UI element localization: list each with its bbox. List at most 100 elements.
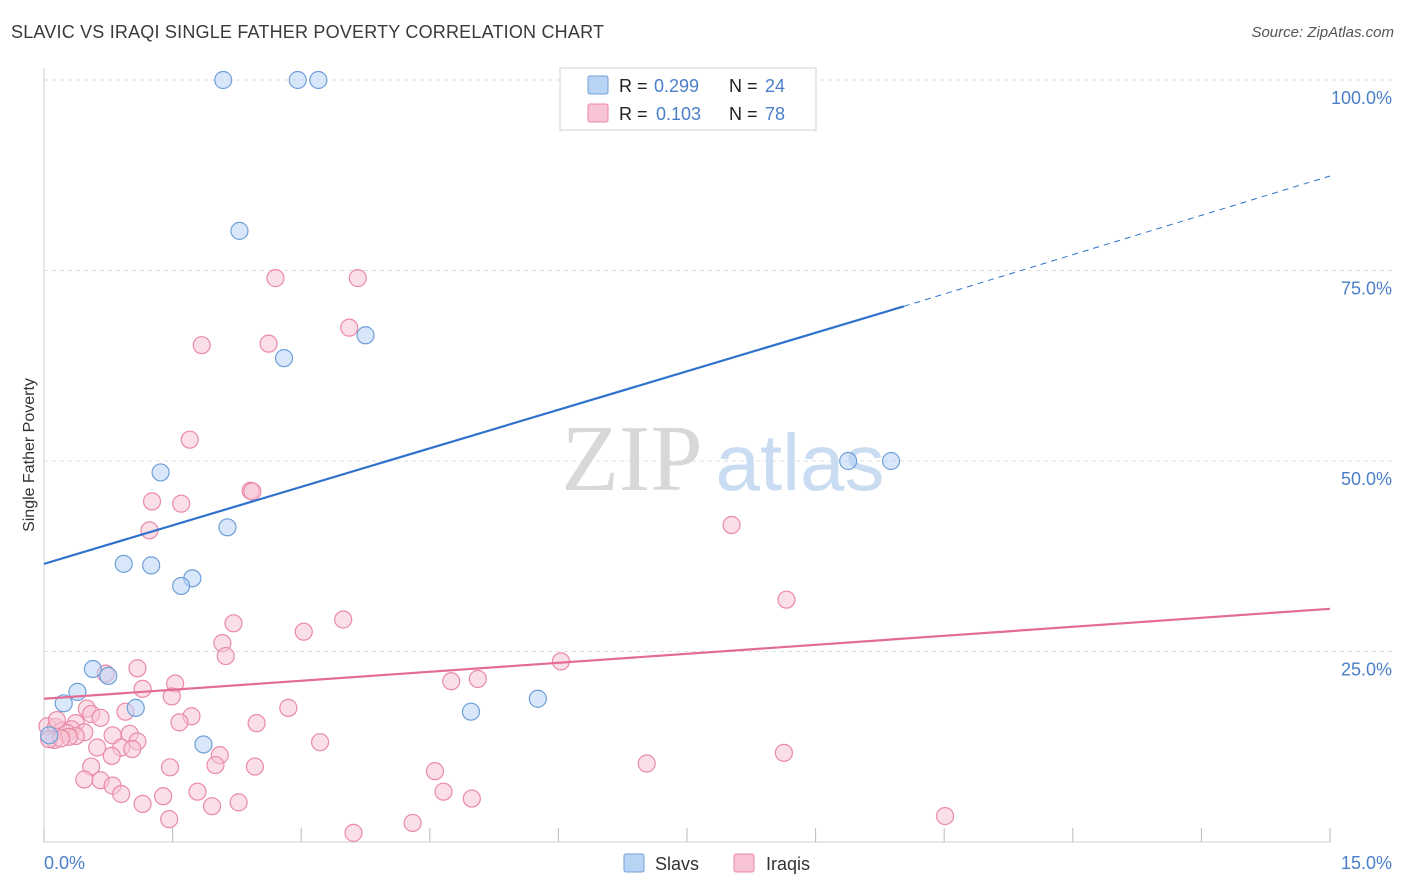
x-tick-label: 15.0% — [1341, 853, 1392, 873]
iraqis-point — [160, 810, 179, 829]
y-axis-label: Single Father Poverty — [21, 378, 38, 532]
source-label: Source: ZipAtlas.com — [1251, 24, 1394, 41]
iraqis-point — [123, 739, 142, 759]
slavs-point — [528, 689, 547, 708]
gridlines — [44, 79, 1392, 652]
iraqis-point — [160, 758, 180, 777]
slavs-point — [230, 221, 249, 240]
legend-label-iraqis: Iraqis — [766, 854, 810, 874]
iraqis-point — [777, 590, 796, 609]
iraqis-point — [170, 713, 189, 732]
slavs-point — [461, 702, 481, 721]
iraqis-point — [192, 336, 211, 355]
slavs-point — [309, 70, 328, 90]
slavs-point — [40, 726, 59, 745]
iraqis-point — [202, 797, 222, 816]
y-tick-labels: 25.0% 50.0% 75.0% 100.0% — [1331, 88, 1392, 680]
slavs-points — [40, 70, 901, 754]
iraqis-point — [206, 755, 225, 775]
iraqis-point — [310, 733, 330, 752]
iraqis-point — [245, 757, 265, 776]
iraqis-point — [294, 622, 313, 641]
slavs-trend-line — [43, 305, 905, 565]
iraqis-point — [224, 614, 243, 633]
slavs-point — [54, 694, 73, 713]
x-tick-labels: 0.0% 15.0% — [44, 853, 1392, 873]
iraqis-point — [462, 789, 481, 808]
iraqis-point — [102, 746, 121, 765]
iraqis-point — [243, 482, 262, 501]
y-tick-label: 100.0% — [1331, 88, 1392, 108]
stats-n-value-slavs: 24 — [765, 76, 785, 96]
watermark: ZIP atlas — [562, 407, 885, 511]
stats-n-label-iraqis: N = — [729, 104, 758, 124]
iraqis-point — [91, 708, 110, 727]
iraqis-point — [334, 610, 353, 629]
iraqis-point — [722, 515, 741, 535]
iraqis-point — [133, 794, 152, 814]
watermark-zip: ZIP — [562, 407, 703, 511]
stats-n-label-slavs: N = — [729, 76, 758, 96]
iraqis-point — [180, 430, 199, 449]
slavs-point — [142, 556, 161, 575]
stats-legend-swatch-slavs — [587, 75, 609, 95]
iraqis-point — [774, 743, 793, 762]
iraqis-point — [340, 318, 359, 337]
iraqis-point — [637, 754, 656, 773]
stats-r-label-iraqis: R = — [619, 104, 648, 124]
chart-title: SLAVIC VS IRAQI SINGLE FATHER POVERTY CO… — [11, 22, 605, 42]
iraqis-point — [266, 269, 285, 288]
stats-n-value-iraqis: 78 — [765, 104, 785, 124]
slavs-point — [126, 698, 145, 717]
iraqis-point — [279, 698, 298, 717]
legend-label-slavs: Slavs — [655, 854, 699, 874]
iraqis-point — [142, 492, 162, 511]
iraqis-point — [229, 793, 248, 812]
iraqis-point — [247, 714, 266, 733]
iraqis-point — [188, 782, 207, 801]
slavs-point — [99, 666, 118, 685]
iraqis-point — [133, 679, 152, 698]
iraqis-point — [468, 669, 487, 689]
slavs-point — [194, 735, 213, 754]
slavs-point — [839, 451, 858, 471]
stats-r-label-slavs: R = — [619, 76, 648, 96]
x-ticks — [43, 828, 1331, 842]
stats-r-value-slavs: 0.299 — [654, 76, 699, 96]
iraqis-point — [442, 672, 461, 691]
bottom-legend: Slavs Iraqis — [623, 853, 810, 874]
iraqis-point — [216, 646, 235, 666]
slavs-point — [214, 70, 233, 90]
slavs-point — [274, 349, 294, 368]
y-tick-label: 75.0% — [1341, 279, 1392, 299]
slavs-point — [83, 659, 102, 679]
iraqis-point — [403, 813, 422, 833]
iraqis-point — [75, 770, 94, 789]
iraqis-point — [434, 782, 453, 801]
iraqis-point — [154, 787, 173, 806]
legend-swatch-iraqis — [733, 853, 755, 873]
stats-legend: R = 0.299 N = 24 R = 0.103 N = 78 — [559, 67, 817, 131]
trend-lines — [43, 175, 1331, 700]
iraqis-point — [935, 806, 955, 826]
slavs-trend-extension — [903, 175, 1331, 307]
slavs-point — [356, 326, 375, 345]
slavs-point — [288, 70, 307, 90]
x-tick-label: 0.0% — [44, 853, 85, 873]
stats-r-value-iraqis: 0.103 — [656, 104, 701, 124]
slavs-point — [881, 451, 901, 471]
slavs-point — [172, 576, 191, 596]
watermark-atlas: atlas — [716, 418, 885, 507]
iraqis-point — [112, 784, 131, 804]
iraqis-point — [172, 494, 191, 513]
iraqis-point — [348, 269, 367, 288]
slavs-point — [151, 463, 170, 482]
iraqis-point — [425, 762, 445, 781]
y-tick-label: 25.0% — [1341, 660, 1392, 680]
legend-swatch-slavs — [623, 853, 645, 873]
slavs-point — [218, 518, 237, 537]
iraqis-points — [38, 269, 955, 842]
stats-legend-swatch-iraqis — [587, 103, 609, 123]
iraqis-point — [47, 710, 66, 730]
